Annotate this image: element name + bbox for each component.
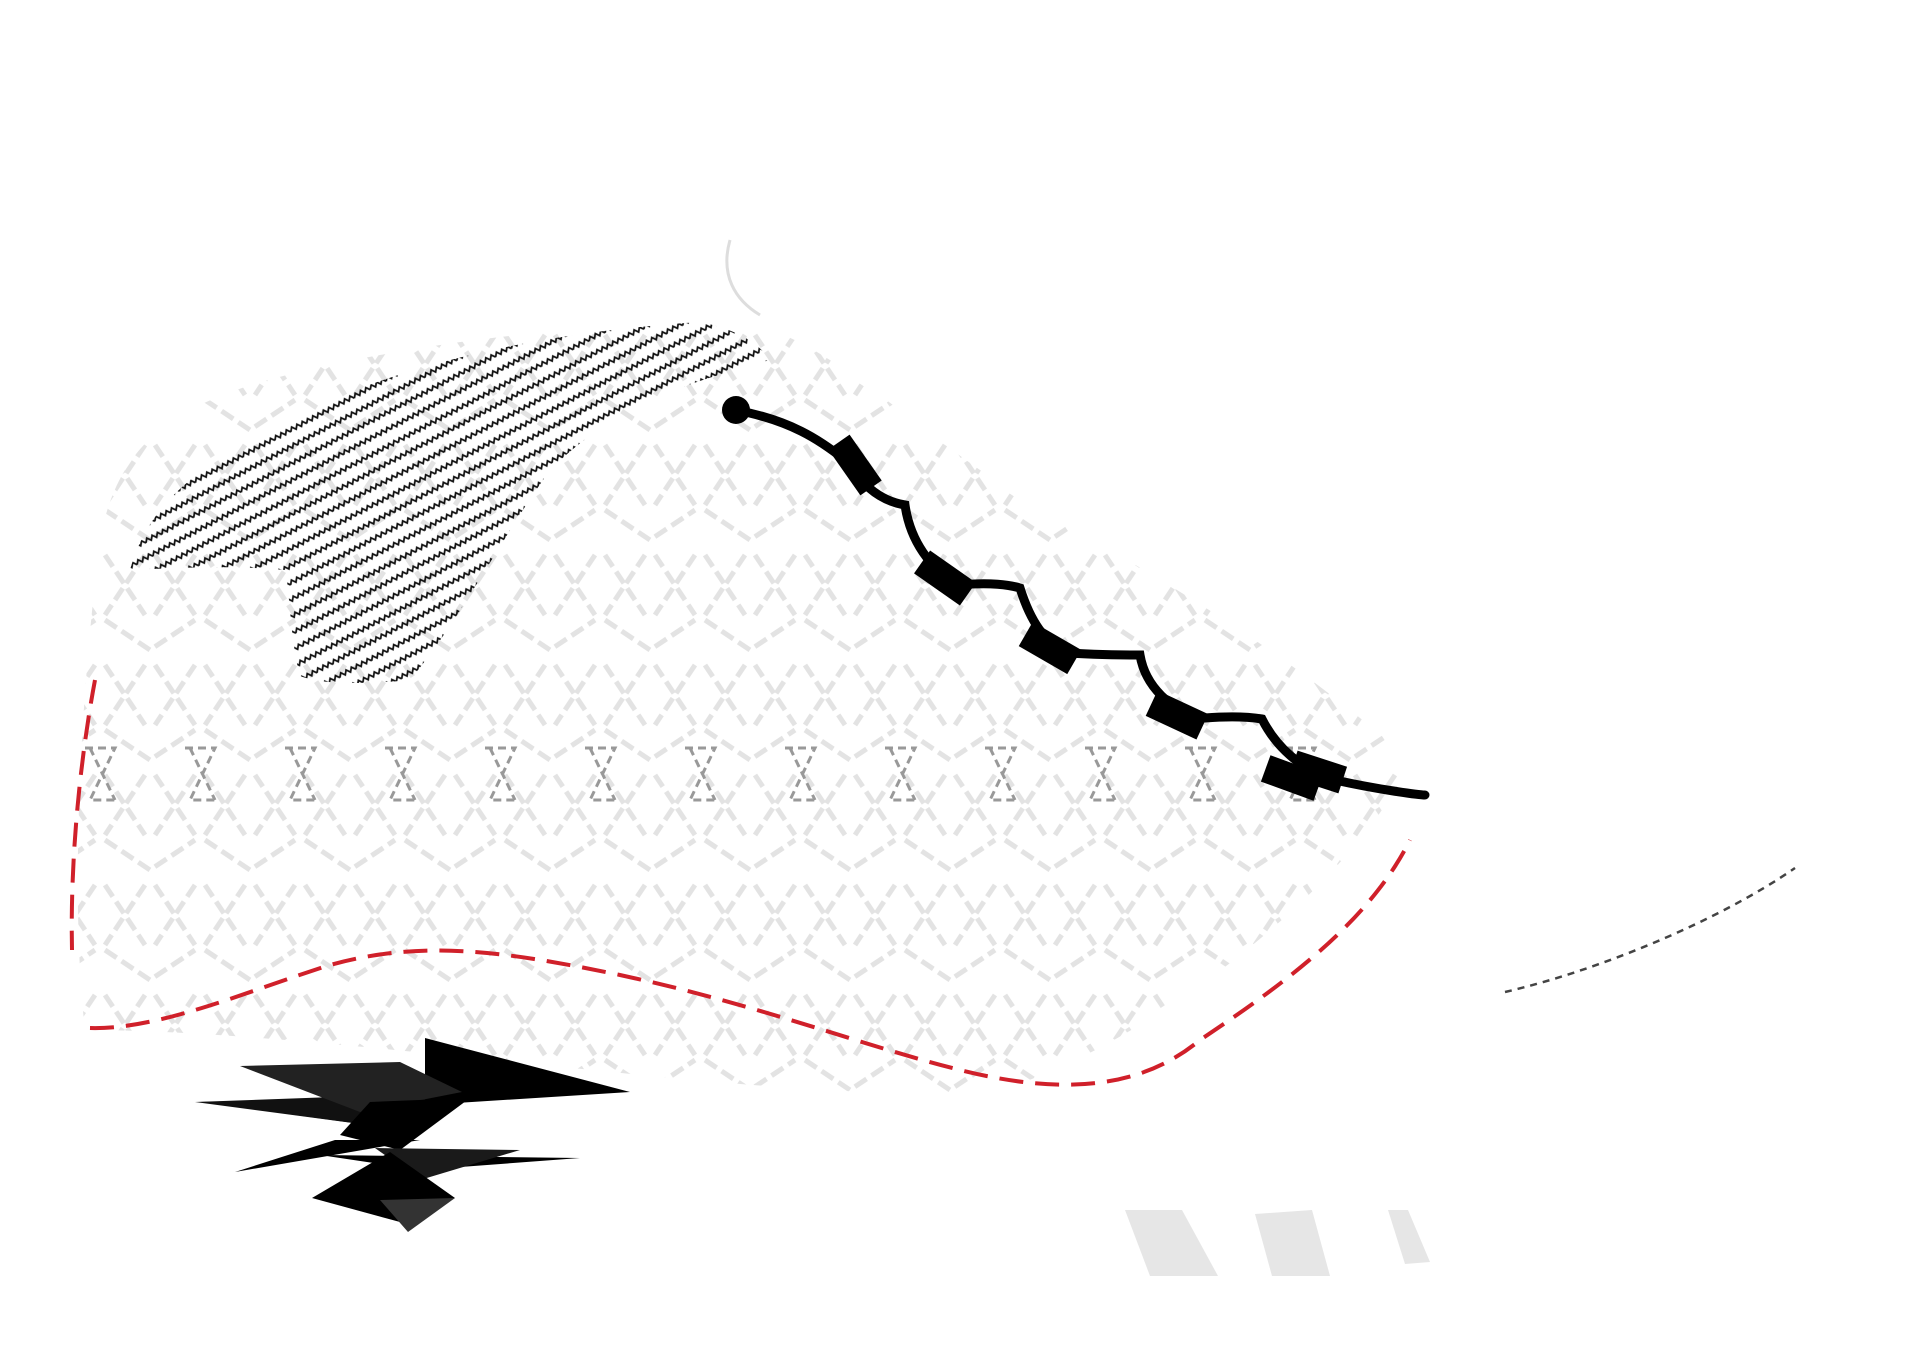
collar-outline — [725, 239, 761, 317]
lace-eyelet — [1018, 621, 1082, 675]
lace-eyelet — [828, 434, 882, 496]
red-stitch-line — [69, 679, 1412, 1087]
lace — [722, 396, 1430, 801]
midsole-bar — [1388, 1210, 1430, 1264]
mesh-upper — [77, 322, 1410, 1094]
lace-eyelet — [1288, 750, 1348, 794]
brand-logo — [195, 1038, 630, 1232]
midsole-bars — [1125, 1210, 1430, 1276]
midsole-bar — [1125, 1210, 1218, 1276]
heel-stitch-line — [1504, 866, 1796, 994]
lace-eyelet — [914, 550, 976, 606]
lace-eyelet — [1145, 690, 1209, 740]
midsole-bar — [1255, 1210, 1330, 1276]
